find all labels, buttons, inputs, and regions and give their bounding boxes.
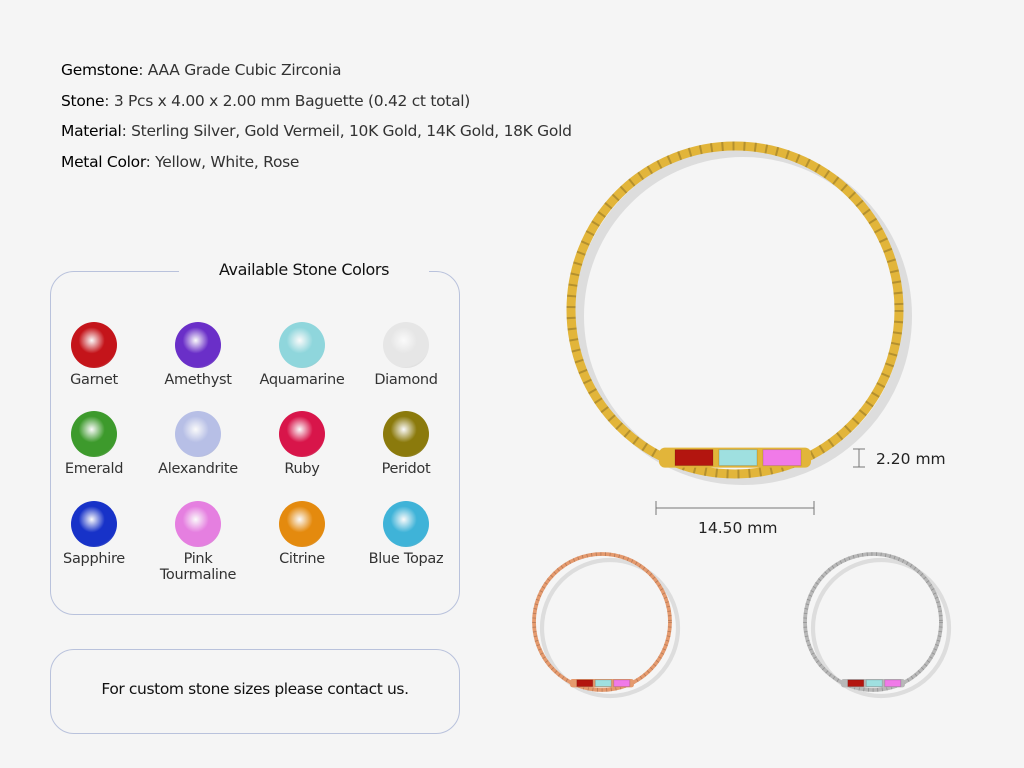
white-bracelet-chain-links: [803, 552, 943, 692]
stone-color-label: Amethyst: [164, 372, 232, 388]
stone-color-label: Blue Topaz: [368, 551, 444, 567]
stone-color-aquamarine: Aquamarine: [250, 322, 354, 388]
gem-icon: [175, 411, 221, 457]
rose-bracelet-chain-links: [532, 552, 672, 692]
spec-label: Metal Color: [61, 153, 146, 171]
gem-icon: [279, 322, 325, 368]
rose-bracelet-baguette-stone: [576, 679, 594, 688]
rose-bracelet-baguette-stone: [613, 679, 631, 688]
rose-bracelet-baguette-stone: [594, 679, 612, 688]
width-measurement: 14.50 mm: [698, 519, 778, 537]
yellow-bracelet-chain-links: [566, 141, 904, 479]
white-bracelet-baguette-stone: [865, 679, 883, 688]
white-bracelet-baguette-stone: [847, 679, 865, 688]
stone-color-label: Sapphire: [63, 551, 125, 567]
stone-colors-title: Available Stone Colors: [179, 260, 429, 279]
stone-color-label: Ruby: [284, 461, 320, 477]
stone-color-label: Peridot: [381, 461, 431, 477]
stone-color-label: Garnet: [70, 372, 118, 388]
stone-color-peridot: Peridot: [354, 411, 458, 477]
white-bracelet-chain: [803, 552, 943, 692]
yellow-bracelet-shadow: [574, 147, 912, 485]
stone-color-amethyst: Amethyst: [146, 322, 250, 388]
stone-color-label: Citrine: [279, 551, 325, 567]
gem-icon: [71, 322, 117, 368]
stone-color-label: Alexandrite: [158, 461, 238, 477]
spec-gemstone: Gemstone: AAA Grade Cubic Zirconia: [61, 61, 342, 79]
stone-color-blue-topaz: Blue Topaz: [354, 501, 458, 567]
spec-label: Material: [61, 122, 122, 140]
spec-stone: Stone: 3 Pcs x 4.00 x 2.00 mm Baguette (…: [61, 92, 470, 110]
yellow-bracelet-baguette-stone: [762, 449, 802, 467]
spec-value: : AAA Grade Cubic Zirconia: [138, 61, 342, 79]
stone-color-alexandrite: Alexandrite: [146, 411, 250, 477]
white-bracelet-shadow: [810, 557, 952, 699]
spec-metal-color: Metal Color: Yellow, White, Rose: [61, 153, 299, 171]
spec-label: Stone: [61, 92, 105, 110]
spec-value: : 3 Pcs x 4.00 x 2.00 mm Baguette (0.42 …: [104, 92, 471, 110]
gem-icon: [279, 411, 325, 457]
gem-icon: [383, 501, 429, 547]
spec-label: Gemstone: [61, 61, 139, 79]
rose-bracelet-shadow: [539, 557, 681, 699]
yellow-bracelet-baguette-stone: [674, 449, 714, 467]
stone-color-emerald: Emerald: [42, 411, 146, 477]
yellow-bracelet-baguette-stone: [718, 449, 758, 467]
white-bracelet-baguette-stone: [884, 679, 902, 688]
spec-value: : Sterling Silver, Gold Vermeil, 10K Gol…: [121, 122, 572, 140]
stone-color-label: Aquamarine: [259, 372, 345, 388]
stone-color-label: Pink Tourmaline: [159, 551, 237, 583]
gem-icon: [383, 411, 429, 457]
stone-color-garnet: Garnet: [42, 322, 146, 388]
yellow-bracelet-chain: [566, 141, 904, 479]
height-measurement: 2.20 mm: [876, 450, 946, 468]
stone-color-label: Diamond: [374, 372, 438, 388]
contact-panel: For custom stone sizes please contact us…: [50, 649, 460, 734]
gem-icon: [175, 322, 221, 368]
stone-color-sapphire: Sapphire: [42, 501, 146, 567]
gem-icon: [383, 322, 429, 368]
stone-color-diamond: Diamond: [354, 322, 458, 388]
stone-color-ruby: Ruby: [250, 411, 354, 477]
gem-icon: [175, 501, 221, 547]
stone-colors-panel: Available Stone Colors Garnet Amethyst Aqu…: [50, 260, 460, 615]
stone-color-pink-tourmaline: Pink Tourmaline: [146, 501, 250, 583]
stone-color-citrine: Citrine: [250, 501, 354, 567]
spec-material: Material: Sterling Silver, Gold Vermeil,…: [61, 122, 572, 140]
gem-icon: [71, 411, 117, 457]
stone-color-label: Emerald: [64, 461, 124, 477]
gem-icon: [279, 501, 325, 547]
contact-text: For custom stone sizes please contact us…: [101, 680, 409, 698]
spec-value: : Yellow, White, Rose: [145, 153, 300, 171]
gem-icon: [71, 501, 117, 547]
rose-bracelet-chain: [532, 552, 672, 692]
